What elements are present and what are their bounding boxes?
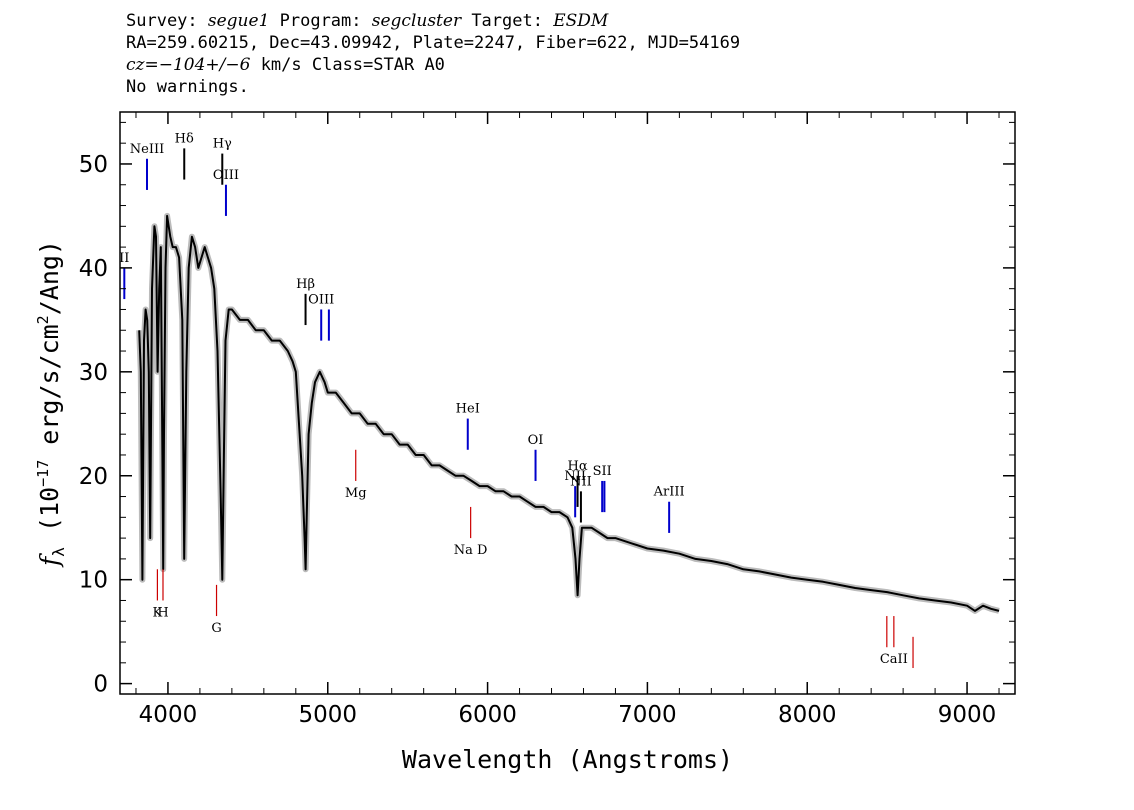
- y-tick-label: 30: [79, 360, 108, 386]
- program-label: Program:: [269, 11, 372, 31]
- emission-line-label: HeI: [456, 402, 480, 417]
- emission-line-label: ArIII: [653, 485, 685, 500]
- error-band-line: [136, 212, 1000, 614]
- absorption-line-label: K: [153, 605, 163, 620]
- program-value: segcluster: [371, 11, 462, 31]
- absorption-line-label: Mg: [345, 486, 367, 501]
- x-axis-label: Wavelength (Angstroms): [402, 745, 733, 774]
- balmer-line-label: Hδ: [175, 131, 194, 146]
- target-value: ESDM: [553, 11, 609, 31]
- x-tick-label: 8000: [778, 702, 837, 728]
- header-line-2: RA=259.60215, Dec=43.09942, Plate=2247, …: [126, 33, 741, 53]
- emission-line-label: II: [119, 251, 129, 266]
- header-line-3: cz=−104+/−6 km/s Class=STAR A0: [126, 54, 740, 76]
- redshift-value: cz=−104+/−6: [126, 55, 251, 75]
- absorption-line-label: Na D: [454, 543, 488, 558]
- x-tick-label: 4000: [139, 702, 198, 728]
- class-value: km/s Class=STAR A0: [250, 55, 445, 75]
- absorption-line-label: H: [157, 605, 168, 620]
- y-tick-label: 20: [79, 464, 108, 490]
- y-label-exponent-2: 2: [34, 315, 52, 324]
- header-line-1: Survey: segue1 Program: segcluster Targe…: [126, 10, 740, 32]
- balmer-line-label: Hγ: [213, 137, 232, 152]
- absorption-line-label: CaII: [880, 652, 908, 667]
- spectrum-header: Survey: segue1 Program: segcluster Targe…: [126, 10, 740, 98]
- y-label-lambda: λ: [49, 547, 68, 557]
- survey-label: Survey:: [126, 11, 208, 31]
- error-band: [136, 212, 1000, 614]
- y-tick-label: 40: [79, 256, 108, 282]
- y-label-f: f: [35, 553, 64, 568]
- emission-line-label: NII: [564, 469, 586, 484]
- y-axis-label: fλ (10−17 erg/s/cm2/Ang): [34, 240, 68, 568]
- balmer-line-label: Hα: [568, 459, 588, 474]
- survey-value: segue1: [207, 11, 270, 31]
- emission-line-label: OIII: [308, 292, 334, 307]
- y-label-unit-end: /Ang): [35, 240, 64, 315]
- x-tick-label: 5000: [298, 702, 357, 728]
- header-line-4: No warnings.: [126, 77, 249, 97]
- emission-line-label: OI: [528, 433, 544, 448]
- x-tick-label: 6000: [458, 702, 517, 728]
- absorption-line-label: G: [211, 621, 221, 636]
- emission-line-label: NeIII: [130, 142, 164, 157]
- x-tick-label: 9000: [938, 702, 997, 728]
- axis-ticks: 4000 5000 6000 7000 8000 9000 0 10 20 30 40 50: [79, 112, 1015, 728]
- y-tick-label: 0: [93, 672, 108, 698]
- spectrum-line: [138, 214, 1000, 612]
- y-label-exponent: −17: [34, 460, 52, 487]
- emission-line-label: SII: [593, 464, 612, 479]
- plot-frame: [119, 111, 1016, 695]
- y-tick-label: 10: [79, 568, 108, 594]
- target-label: Target:: [461, 11, 554, 31]
- balmer-line-label: NII: [570, 474, 592, 489]
- y-label-unit-start: (10: [35, 487, 64, 547]
- y-label-unit-mid: erg/s/cm: [35, 324, 64, 459]
- y-tick-label: 50: [79, 152, 108, 178]
- spectrum-series: [138, 214, 1000, 612]
- x-tick-label: 7000: [618, 702, 677, 728]
- balmer-line-label: Hβ: [296, 277, 315, 292]
- emission-line-label: OIII: [213, 168, 239, 183]
